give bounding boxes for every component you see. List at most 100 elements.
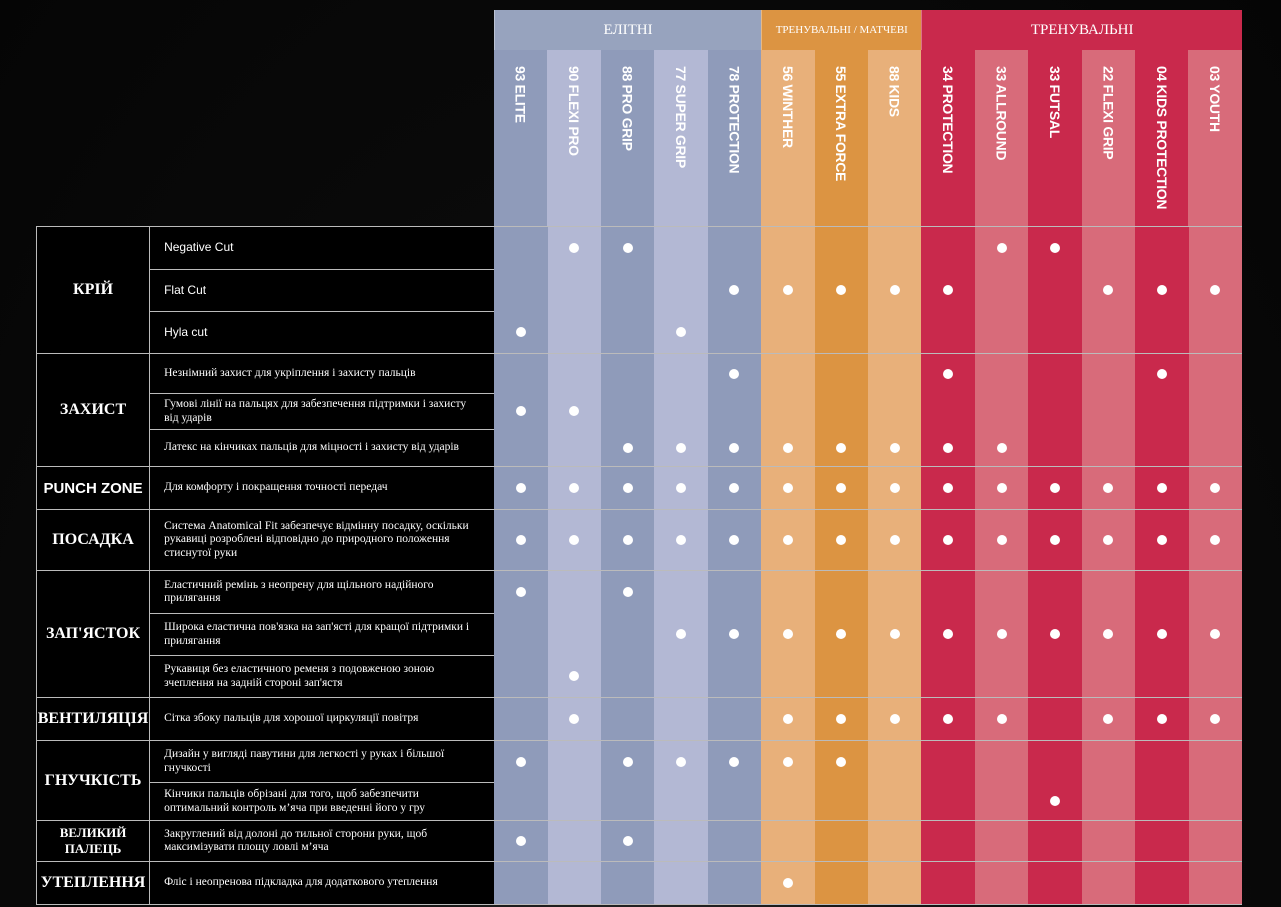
feature-cell (707, 467, 762, 509)
feature-cell (1188, 393, 1242, 429)
feature-cell (868, 655, 922, 697)
product-column-header: 77 SUPER GRIP (654, 50, 708, 226)
feature-cell (494, 393, 548, 429)
feature-cell (1135, 655, 1189, 697)
feature-cell (814, 311, 869, 353)
feature-included-dot-icon (1156, 629, 1167, 639)
product-column-header: 93 ELITE (494, 50, 548, 226)
feature-cell (1081, 467, 1136, 509)
category-label: ПОСАДКА (36, 510, 151, 570)
feature-cell (761, 613, 815, 655)
feature-cell (761, 510, 815, 570)
feature-included-dot-icon (889, 535, 900, 545)
feature-cell (600, 227, 655, 269)
feature-cell (974, 227, 1029, 269)
product-column-header: 88 PRO GRIP (600, 50, 655, 226)
feature-cell (761, 821, 815, 861)
feature-cell (1188, 467, 1242, 509)
feature-included-dot-icon (943, 714, 954, 724)
feature-included-dot-icon (1210, 483, 1221, 493)
feature-cell (974, 429, 1029, 466)
feature-included-dot-icon (569, 714, 580, 724)
product-group-header: ЕЛІТНІ ТРЕНУВАЛЬНІ / МАТЧЕВІ ТРЕНУВАЛЬНІ (494, 10, 1242, 50)
feature-included-dot-icon (1156, 714, 1167, 724)
product-name: 88 PRO GRIP (619, 66, 636, 151)
feature-included-dot-icon (622, 756, 633, 767)
feature-cell (707, 862, 762, 904)
feature-included-dot-icon (782, 535, 793, 545)
feature-cell (494, 227, 548, 269)
feature-cell (814, 227, 869, 269)
feature-cell (868, 862, 922, 904)
feature-cell (921, 862, 975, 904)
feature-included-dot-icon (569, 535, 580, 545)
table-row: Закруглений від долоні до тильної сторон… (150, 821, 1242, 861)
feature-cell (547, 429, 601, 466)
feature-cell (547, 613, 601, 655)
feature-included-dot-icon (1103, 483, 1114, 493)
feature-cell (494, 269, 548, 311)
product-column-header: 33 FUTSAL (1028, 50, 1082, 226)
feature-cell (547, 510, 601, 570)
feature-included-dot-icon (943, 629, 954, 639)
feature-rows: Дизайн у вигляді павутини для легкості у… (150, 741, 1242, 820)
feature-included-dot-icon (515, 483, 526, 493)
feature-description: Для комфорту і покращення точності перед… (150, 467, 495, 509)
feature-included-dot-icon (1050, 796, 1061, 806)
feature-cell (1135, 429, 1189, 466)
feature-cell (707, 698, 762, 740)
feature-cell (974, 741, 1029, 782)
feature-cell (494, 862, 548, 904)
feature-cell (1135, 269, 1189, 311)
feature-cell (654, 354, 708, 393)
feature-cell (974, 467, 1029, 509)
feature-description: Еластичний ремінь з неопрену для щільног… (150, 571, 495, 613)
feature-included-dot-icon (1050, 629, 1061, 639)
feature-cell (1188, 269, 1242, 311)
feature-cell (868, 467, 922, 509)
feature-included-dot-icon (1050, 243, 1061, 253)
feature-included-dot-icon (622, 587, 633, 597)
feature-cell (814, 698, 869, 740)
feature-cell (868, 782, 922, 820)
category-label: ЗАП'ЯСТОК (36, 571, 151, 697)
feature-description: Рукавиця без еластичного ременя з подовж… (150, 655, 495, 697)
feature-cell (1188, 429, 1242, 466)
feature-cell (547, 354, 601, 393)
feature-cell (600, 613, 655, 655)
group-header: ТРЕНУВАЛЬНІ (921, 10, 1242, 50)
feature-cell (1028, 467, 1082, 509)
feature-included-dot-icon (1210, 714, 1221, 724)
group-header: ЕЛІТНІ (494, 10, 762, 50)
feature-included-dot-icon (996, 483, 1007, 493)
feature-cell (1188, 613, 1242, 655)
feature-cell (868, 429, 922, 466)
feature-cell (1135, 227, 1189, 269)
feature-cell (921, 354, 975, 393)
feature-cell (921, 311, 975, 353)
feature-included-dot-icon (515, 587, 526, 597)
product-name: 77 SUPER GRIP (672, 66, 689, 168)
feature-included-dot-icon (729, 756, 740, 767)
feature-cell (1028, 821, 1082, 861)
feature-cell (600, 782, 655, 820)
feature-cell (1028, 862, 1082, 904)
feature-included-dot-icon (889, 483, 900, 493)
product-name: 56 WINTHER (779, 66, 796, 148)
feature-cell (868, 571, 922, 613)
feature-cell (494, 821, 548, 861)
feature-cell (1081, 821, 1136, 861)
feature-cell (654, 571, 708, 613)
feature-included-dot-icon (569, 671, 580, 681)
feature-cell (921, 655, 975, 697)
feature-cell (600, 862, 655, 904)
feature-cell (814, 613, 869, 655)
feature-included-dot-icon (782, 714, 793, 724)
feature-included-dot-icon (676, 756, 687, 767)
feature-section: ВЕЛИКИЙ ПАЛЕЦЬ Закруглений від долоні до … (36, 820, 1242, 861)
feature-cell (814, 821, 869, 861)
feature-cell (600, 311, 655, 353)
product-name: 33 ALLROUND (993, 66, 1010, 161)
feature-cell (600, 354, 655, 393)
feature-cell (1188, 354, 1242, 393)
